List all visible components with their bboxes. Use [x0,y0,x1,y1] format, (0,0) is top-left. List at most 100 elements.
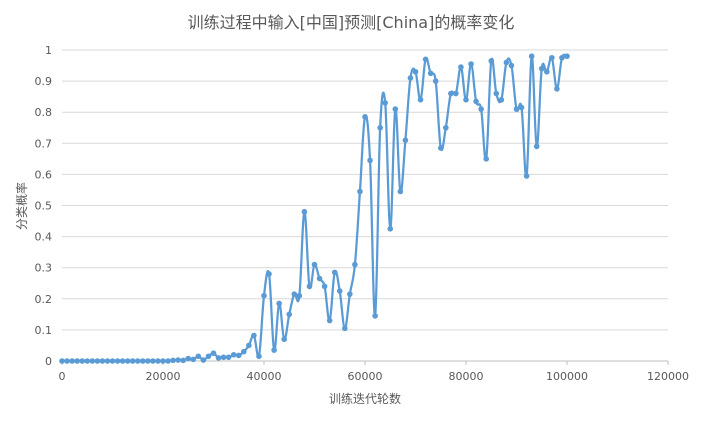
data-point [225,354,232,361]
data-point [64,358,70,364]
y-tick-label: 0.8 [35,106,53,119]
data-point [316,275,323,282]
gridlines [62,49,668,362]
data-point [79,358,85,364]
data-point [377,124,383,131]
x-axis-ticks: 0 20000 40000 60000 80000 100000 120000 [59,361,689,383]
data-point [352,261,358,268]
data-point [483,156,490,162]
data-point [129,358,136,364]
data-point [538,65,545,72]
data-point [564,53,570,60]
y-tick-label: 0.6 [35,168,53,181]
data-point [432,78,439,84]
data-point [251,332,257,339]
data-point [276,300,282,307]
y-tick-label: 0.2 [35,293,53,306]
data-point [311,261,318,268]
data-point [145,358,151,364]
data-point [443,124,449,131]
data-point [140,358,146,364]
x-tick-label: 20000 [146,370,181,383]
data-point [59,358,65,364]
data-point [205,353,212,360]
x-tick-label: 40000 [247,370,282,383]
y-tick-label: 0.7 [35,137,53,150]
data-point [89,358,96,364]
data-point [463,96,469,103]
data-point [246,342,252,349]
data-point [301,208,308,215]
y-tick-label: 1 [45,44,52,57]
data-point [533,143,540,150]
data-point [114,358,121,364]
data-point [503,59,510,66]
data-point [453,90,459,97]
data-point [210,350,217,357]
data-point [266,271,272,277]
data-point [417,96,424,103]
data-point [336,288,343,294]
data-point [175,357,181,363]
data-point [412,68,419,75]
data-point [180,357,186,364]
data-point [124,358,131,364]
series-line [62,53,568,363]
data-point [119,358,126,364]
data-point [190,356,197,363]
data-point [220,354,227,361]
data-point [559,54,565,61]
data-point [215,355,222,361]
y-tick-label: 0.5 [35,200,53,213]
data-point [488,58,495,64]
y-tick-label: 0.4 [35,231,53,244]
data-point [155,358,161,364]
data-point [549,54,555,61]
y-axis-title: 分类概率 [14,182,29,230]
y-tick-label: 0.9 [35,75,53,88]
data-point [493,90,500,97]
data-point [518,104,525,111]
data-point [94,358,101,364]
x-tick-label: 60000 [348,370,383,383]
data-point [508,62,515,69]
data-point [372,313,378,319]
y-tick-label: 0 [45,355,52,368]
data-point [326,317,333,324]
data-point [230,351,237,358]
data-point [427,70,434,77]
data-point [74,358,80,364]
data-point [544,68,550,75]
data-point [170,357,176,364]
data-point [271,347,277,353]
data-point [109,358,116,364]
data-point [392,106,399,112]
data-point [321,283,328,290]
data-point [84,358,91,364]
x-tick-label: 80000 [449,370,484,383]
x-tick-label: 0 [59,370,66,383]
data-point [437,145,444,151]
data-point [458,64,464,70]
data-point [296,292,303,299]
data-point [387,226,394,232]
data-point [134,358,141,364]
data-point [104,358,111,364]
data-point [468,61,474,67]
data-point [422,56,429,63]
data-point [407,75,414,81]
x-tick-label: 100000 [546,370,588,383]
data-point [235,352,242,359]
data-point [402,137,409,143]
data-point [286,311,293,318]
data-point [331,269,338,276]
data-point [150,358,156,364]
data-point [347,291,353,297]
data-point [523,173,530,179]
chart-title: 训练过程中输入[中国]预测[China]的概率变化 [188,13,515,32]
data-point [513,106,520,112]
data-point [342,325,348,332]
data-point [528,53,535,60]
y-axis-ticks: 0 0.1 0.2 0.3 0.4 0.5 0.6 0.7 0.8 0.9 1 [35,44,53,368]
